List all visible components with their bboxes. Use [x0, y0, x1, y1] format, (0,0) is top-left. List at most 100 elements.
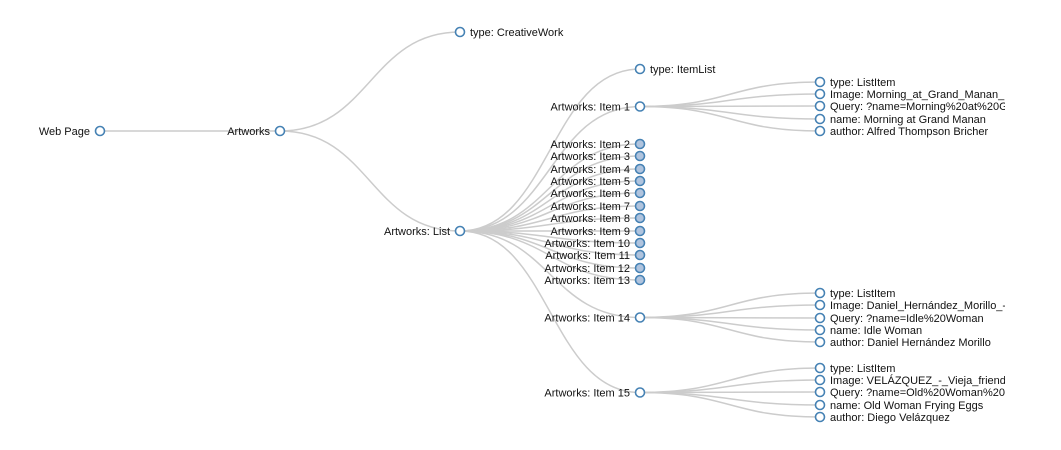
- tree-node-artworks[interactable]: Artworks: [227, 125, 286, 138]
- node-label: Artworks: Item 9: [551, 226, 630, 238]
- tree-node-artworks-item-8[interactable]: Artworks: Item 8: [551, 212, 646, 225]
- node-marker: [814, 374, 826, 386]
- node-label: Artworks: Item 3: [551, 151, 630, 163]
- tree-node-artworks-item-7[interactable]: Artworks: Item 7: [551, 200, 646, 213]
- tree-node-artworks-item-10[interactable]: Artworks: Item 10: [544, 237, 646, 250]
- node-marker: [814, 399, 826, 411]
- node-marker: [814, 324, 826, 336]
- tree-link: [639, 105, 821, 132]
- tree-link: [279, 31, 461, 132]
- node-marker: [814, 299, 826, 311]
- node-label: author: Alfred Thompson Bricher: [830, 126, 988, 138]
- node-label: Artworks: Item 10: [544, 238, 630, 250]
- tree-node-name-old-woman-frying-eggs: name: Old Woman Frying Eggs: [814, 399, 984, 412]
- tree-link: [639, 391, 821, 406]
- collapsed-node-marker[interactable]: [634, 225, 646, 237]
- node-label: Query: ?name=Idle%20Woman: [830, 313, 984, 325]
- node-label: Artworks: Item 4: [551, 164, 630, 176]
- tree-node-artworks-list[interactable]: Artworks: List: [384, 225, 466, 238]
- node-label: Web Page: [39, 126, 90, 138]
- tree-node-web-page[interactable]: Web Page: [39, 125, 106, 138]
- tree-node-artworks-item-14[interactable]: Artworks: Item 14: [544, 312, 646, 324]
- node-label: Artworks: Item 12: [544, 263, 630, 275]
- node-label: Artworks: Item 11: [545, 250, 630, 262]
- node-label: Artworks: [227, 126, 270, 138]
- node-label: Image: Morning_at_Grand_Manan_: [830, 89, 1005, 101]
- node-label: name: Old Woman Frying Eggs: [830, 400, 984, 412]
- collapsed-node-marker[interactable]: [634, 187, 646, 199]
- node-marker[interactable]: [634, 312, 646, 323]
- tree-node-artworks-item-9[interactable]: Artworks: Item 9: [551, 225, 646, 238]
- node-label: Artworks: Item 8: [551, 213, 630, 225]
- tree-link: [639, 379, 821, 394]
- tree-node-artworks-item-4[interactable]: Artworks: Item 4: [551, 163, 646, 176]
- tree-link: [459, 230, 641, 319]
- collapsed-node-marker[interactable]: [634, 249, 646, 261]
- node-label: Artworks: Item 13: [544, 275, 630, 287]
- tree-node-author-diego-velazquez: author: Diego Velázquez: [814, 411, 950, 424]
- node-marker: [454, 26, 466, 38]
- tree-node-type-listitem: type: ListItem: [814, 287, 895, 300]
- node-label: Artworks: Item 14: [544, 312, 630, 324]
- collapsed-node-marker[interactable]: [634, 150, 646, 162]
- node-label: type: ListItem: [830, 77, 895, 89]
- tree-node-type-itemlist: type: ItemList: [634, 63, 715, 76]
- collapsed-node-marker[interactable]: [634, 163, 646, 175]
- collapsed-node-marker[interactable]: [634, 274, 646, 286]
- tree-node-artworks-item-13[interactable]: Artworks: Item 13: [544, 274, 646, 287]
- tree-node-artworks-item-6[interactable]: Artworks: Item 6: [551, 187, 646, 200]
- collapsed-node-marker[interactable]: [634, 138, 646, 150]
- node-marker: [634, 63, 646, 75]
- tree-link: [639, 316, 821, 343]
- tree-link: [639, 304, 821, 319]
- tree-node-artworks-item-2[interactable]: Artworks: Item 2: [551, 138, 646, 151]
- node-label: type: CreativeWork: [470, 27, 564, 39]
- tree-link: [459, 230, 641, 281]
- node-label: name: Morning at Grand Manan: [830, 114, 986, 126]
- node-marker[interactable]: [94, 125, 106, 137]
- tree-node-artworks-item-12[interactable]: Artworks: Item 12: [544, 262, 646, 275]
- node-label: Artworks: Item 2: [551, 139, 630, 151]
- node-label: Artworks: Item 1: [551, 101, 630, 113]
- tree-node-image-velazquez-vieja-friend: Image: VELÁZQUEZ_-_Vieja_friend: [814, 374, 1005, 387]
- collapsed-node-marker[interactable]: [634, 175, 646, 187]
- tree-node-name-idle-woman: name: Idle Woman: [814, 324, 922, 337]
- tree-node-artworks-item-3[interactable]: Artworks: Item 3: [551, 150, 646, 163]
- node-marker[interactable]: [634, 387, 646, 398]
- tree-node-query-name-idle-20woman: Query: ?name=Idle%20Woman: [814, 312, 984, 325]
- node-marker[interactable]: [274, 125, 286, 137]
- tree-links: [100, 31, 821, 418]
- node-marker: [814, 76, 826, 88]
- tree-link: [639, 391, 821, 418]
- node-marker: [814, 88, 826, 100]
- tree-node-image-morning-at-grand-manan: Image: Morning_at_Grand_Manan_: [814, 88, 1005, 101]
- node-marker: [814, 336, 826, 348]
- tree-node-type-listitem: type: ListItem: [814, 76, 895, 89]
- tree-node-artworks-item-11[interactable]: Artworks: Item 11: [545, 249, 646, 262]
- node-marker: [814, 287, 826, 299]
- node-marker: [814, 362, 826, 374]
- node-marker[interactable]: [634, 101, 646, 112]
- collapsed-node-marker[interactable]: [634, 237, 646, 249]
- tree-node-type-creativework: type: CreativeWork: [454, 26, 564, 39]
- node-marker: [814, 100, 826, 112]
- tree-link: [639, 93, 821, 108]
- node-label: author: Daniel Hernández Morillo: [830, 337, 991, 349]
- node-marker[interactable]: [454, 225, 466, 237]
- tree-node-artworks-item-5[interactable]: Artworks: Item 5: [551, 175, 646, 188]
- collapsed-node-marker[interactable]: [634, 200, 646, 212]
- tree-node-image-daniel-hernandez-morillo: Image: Daniel_Hernández_Morillo_-: [814, 299, 1006, 312]
- collapsed-node-marker[interactable]: [634, 262, 646, 274]
- node-label: type: ListItem: [830, 363, 895, 375]
- collapsed-node-marker[interactable]: [634, 212, 646, 224]
- tree-link: [639, 105, 821, 120]
- tree-node-query-name-morning-20at-20g: Query: ?name=Morning%20at%20G: [814, 100, 1005, 113]
- tree-node-type-listitem: type: ListItem: [814, 362, 895, 375]
- tree-link: [639, 316, 821, 331]
- tree-node-author-alfred-thompson-bricher: author: Alfred Thompson Bricher: [814, 125, 988, 138]
- tree-node-artworks-item-15[interactable]: Artworks: Item 15: [544, 387, 646, 399]
- tree-node-artworks-item-1[interactable]: Artworks: Item 1: [551, 101, 646, 113]
- node-label: Query: ?name=Old%20Woman%20: [830, 387, 1005, 399]
- node-label: Image: Daniel_Hernández_Morillo_-: [830, 300, 1006, 312]
